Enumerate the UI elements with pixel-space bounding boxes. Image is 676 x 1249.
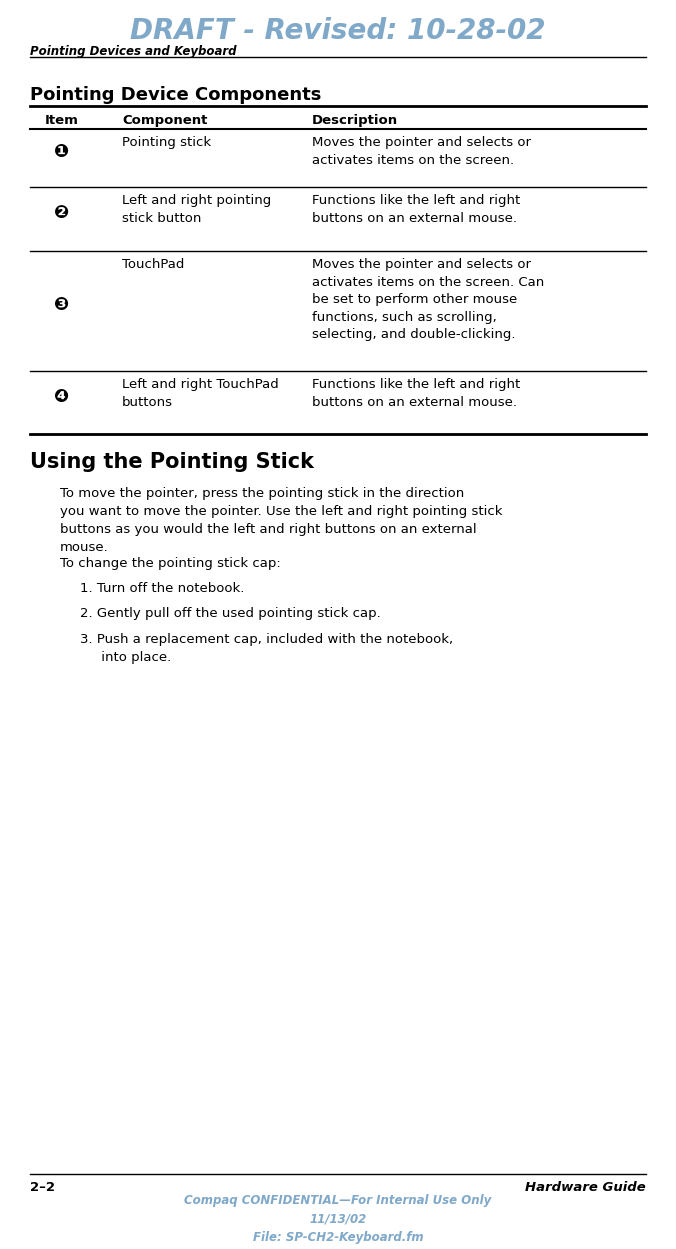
Text: Left and right pointing
stick button: Left and right pointing stick button bbox=[122, 194, 271, 225]
Text: Pointing Device Components: Pointing Device Components bbox=[30, 86, 321, 104]
Text: Pointing Devices and Keyboard: Pointing Devices and Keyboard bbox=[30, 45, 237, 57]
Text: 2. Gently pull off the used pointing stick cap.: 2. Gently pull off the used pointing sti… bbox=[80, 607, 381, 620]
Text: 1. Turn off the notebook.: 1. Turn off the notebook. bbox=[80, 582, 245, 595]
Text: Hardware Guide: Hardware Guide bbox=[525, 1182, 646, 1194]
Text: Using the Pointing Stick: Using the Pointing Stick bbox=[30, 452, 314, 472]
Text: ❹: ❹ bbox=[54, 387, 70, 406]
Text: Description: Description bbox=[312, 114, 398, 127]
Text: ❷: ❷ bbox=[54, 204, 70, 222]
Text: Functions like the left and right
buttons on an external mouse.: Functions like the left and right button… bbox=[312, 378, 521, 408]
Text: ❶: ❶ bbox=[54, 142, 70, 161]
Text: DRAFT - Revised: 10-28-02: DRAFT - Revised: 10-28-02 bbox=[130, 17, 546, 45]
Text: To change the pointing stick cap:: To change the pointing stick cap: bbox=[60, 557, 281, 570]
Text: Pointing stick: Pointing stick bbox=[122, 136, 211, 149]
Text: TouchPad: TouchPad bbox=[122, 259, 185, 271]
Text: Moves the pointer and selects or
activates items on the screen.: Moves the pointer and selects or activat… bbox=[312, 136, 531, 166]
Text: Left and right TouchPad
buttons: Left and right TouchPad buttons bbox=[122, 378, 279, 408]
Text: 3. Push a replacement cap, included with the notebook,
     into place.: 3. Push a replacement cap, included with… bbox=[80, 633, 453, 664]
Text: Functions like the left and right
buttons on an external mouse.: Functions like the left and right button… bbox=[312, 194, 521, 225]
Text: To move the pointer, press the pointing stick in the direction
you want to move : To move the pointer, press the pointing … bbox=[60, 487, 502, 555]
Text: Item: Item bbox=[45, 114, 79, 127]
Text: Component: Component bbox=[122, 114, 208, 127]
Text: ❸: ❸ bbox=[54, 296, 70, 313]
Text: Moves the pointer and selects or
activates items on the screen. Can
be set to pe: Moves the pointer and selects or activat… bbox=[312, 259, 544, 341]
Text: Compaq CONFIDENTIAL—For Internal Use Only
11/13/02
File: SP-CH2-Keyboard.fm: Compaq CONFIDENTIAL—For Internal Use Onl… bbox=[185, 1194, 491, 1244]
Text: 2–2: 2–2 bbox=[30, 1182, 55, 1194]
